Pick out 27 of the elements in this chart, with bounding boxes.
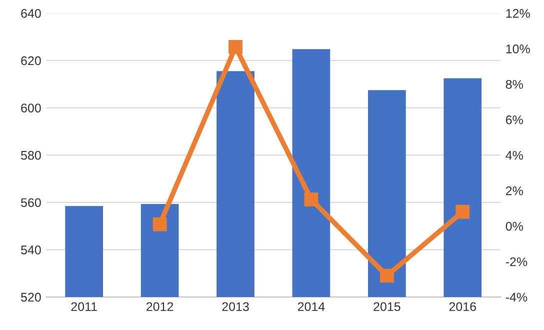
y2-tick-label: -4% xyxy=(506,292,528,302)
y-tick-label: 620 xyxy=(21,56,41,66)
y2-tick-label: 6% xyxy=(506,115,523,124)
point xyxy=(152,217,167,232)
y-tick-label: 600 xyxy=(21,104,41,112)
point xyxy=(304,192,318,206)
y-tick-label: 540 xyxy=(21,246,41,254)
y-tick-label: 640 xyxy=(21,9,41,18)
y-tick-label: 520 xyxy=(21,292,41,302)
y-tick-label: 580 xyxy=(21,150,41,160)
y2-tick-label: -2% xyxy=(506,257,528,266)
y2-tick-label: 2% xyxy=(506,186,523,196)
point xyxy=(380,268,394,283)
x-tick-label: 2016 xyxy=(449,302,476,312)
y-tick-label: 560 xyxy=(21,198,41,208)
x-tick-label: 2012 xyxy=(146,302,174,312)
x-tick-label: 2015 xyxy=(374,302,400,312)
y2-tick-label: 8% xyxy=(506,80,523,89)
point xyxy=(456,204,470,219)
y2-tick-label: 10% xyxy=(506,44,530,54)
point xyxy=(228,40,242,54)
y2-tick-label: 4% xyxy=(506,150,523,160)
x-tick-label: 2014 xyxy=(298,302,325,312)
x-tick-label: 2011 xyxy=(71,302,97,312)
y2-tick-label: 12% xyxy=(506,9,530,18)
y2-tick-label: 0% xyxy=(506,222,523,231)
x-tick-label: 2013 xyxy=(222,302,249,312)
